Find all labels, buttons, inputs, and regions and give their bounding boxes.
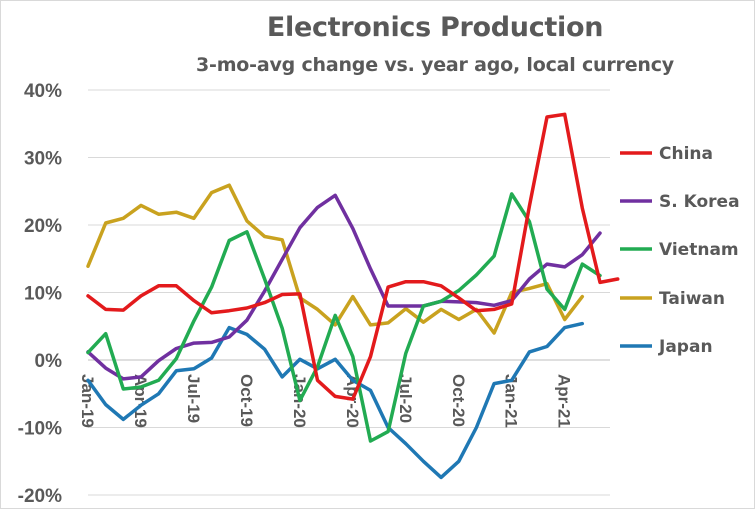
series-line-taiwan [86,183,585,335]
series-line-vietnam [86,192,602,443]
gridlines [88,89,610,496]
legend-label: China [659,144,713,164]
legend-label: Taiwan [659,289,725,309]
series-line-japan [86,321,585,480]
series-line-china [86,112,620,401]
chart-title: Electronics Production [266,12,604,43]
y-tick-label: 10% [24,284,62,305]
x-tick-label: Jul-19 [184,374,203,423]
x-tick-label: Oct-19 [237,374,256,427]
y-tick-label: 0% [35,351,63,372]
y-tick-label: 20% [24,216,62,237]
x-tick-label: Jul-20 [396,374,415,423]
legend-label: Vietnam [659,240,739,260]
legend-label: S. Korea [659,192,740,212]
legend: China S. Korea Vietnam Taiwan Japan [620,144,740,357]
legend-label: Japan [658,337,713,357]
series-lines [86,112,620,480]
y-tick-label: 40% [24,81,62,102]
x-tick-label: Apr-21 [555,374,574,428]
chart-subtitle: 3-mo-avg change vs. year ago, local curr… [196,54,674,76]
y-tick-label: -20% [18,486,62,507]
x-tick-label: Oct-20 [449,374,468,427]
x-tick-label: Jan-21 [502,374,521,428]
y-tick-label: -10% [18,419,62,440]
y-tick-label: 30% [24,149,62,170]
y-axis-ticks: 40% 30% 20% 10% 0% -10% -20% [18,81,62,507]
